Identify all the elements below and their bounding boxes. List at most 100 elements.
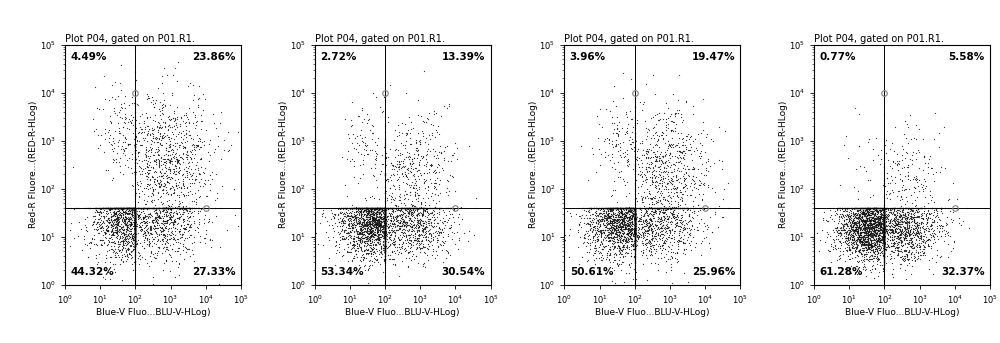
Point [127,114,143,120]
Point [632,231,648,237]
Point [362,217,378,222]
Point [377,224,393,229]
Point [580,233,596,238]
Point [377,248,393,253]
Point [111,125,127,131]
Point [877,246,893,252]
Point [627,205,643,211]
Point [179,168,195,174]
Point [874,250,890,256]
Point [362,221,378,227]
Point [627,221,643,227]
Point [627,242,643,247]
Point [667,205,683,211]
Point [127,205,143,211]
Point [169,116,185,122]
Point [377,217,393,223]
Point [391,187,407,192]
Point [627,242,643,247]
Point [908,205,924,211]
Point [848,223,864,228]
Point [163,205,179,211]
Point [442,211,458,217]
Point [889,222,905,227]
Point [143,147,159,152]
Point [335,252,351,258]
Point [852,212,868,217]
Point [601,231,617,237]
Point [844,218,860,224]
Point [825,236,841,241]
Point [147,205,163,211]
Point [696,205,712,211]
Point [617,205,633,211]
Point [376,228,392,234]
Point [640,231,656,236]
Point [876,225,892,230]
Point [92,219,108,224]
Point [348,228,364,234]
Point [127,91,143,96]
Point [431,230,447,236]
Point [363,234,379,239]
Point [605,205,621,211]
Point [359,142,375,148]
Point [876,224,892,230]
Point [634,252,650,257]
Point [678,220,694,226]
Point [160,205,176,211]
Point [592,243,608,248]
Point [886,208,902,213]
Point [347,248,363,253]
Point [919,211,935,216]
Point [627,228,643,233]
Point [655,160,671,166]
Point [646,215,662,221]
Point [365,215,381,221]
Point [627,232,643,237]
Point [385,182,401,188]
Point [905,241,921,247]
Point [866,205,882,211]
Point [876,243,892,248]
Point [170,205,186,211]
Point [600,234,616,239]
Point [377,205,393,211]
Point [623,231,639,236]
Point [868,223,884,228]
Point [870,237,886,243]
Point [370,205,386,211]
Point [651,155,667,161]
Point [413,245,429,251]
Point [188,199,204,205]
Point [611,210,627,215]
Point [600,212,616,218]
Point [627,221,643,227]
Point [361,226,377,232]
Point [397,163,413,168]
Point [127,207,143,213]
Point [411,139,427,144]
Point [605,230,621,236]
Point [359,206,375,211]
Point [627,205,643,211]
Point [876,210,892,216]
Point [127,218,143,224]
Point [377,205,393,211]
Point [354,205,370,211]
Point [863,233,879,238]
Point [647,153,663,158]
Point [875,238,891,243]
Point [647,235,663,241]
Point [598,205,614,211]
Point [127,209,143,215]
Point [127,209,143,214]
Point [605,213,621,218]
Point [609,200,625,205]
Point [626,230,642,236]
Point [682,218,698,223]
Point [151,107,167,112]
Point [133,209,149,215]
Point [876,216,892,222]
Point [841,247,857,252]
